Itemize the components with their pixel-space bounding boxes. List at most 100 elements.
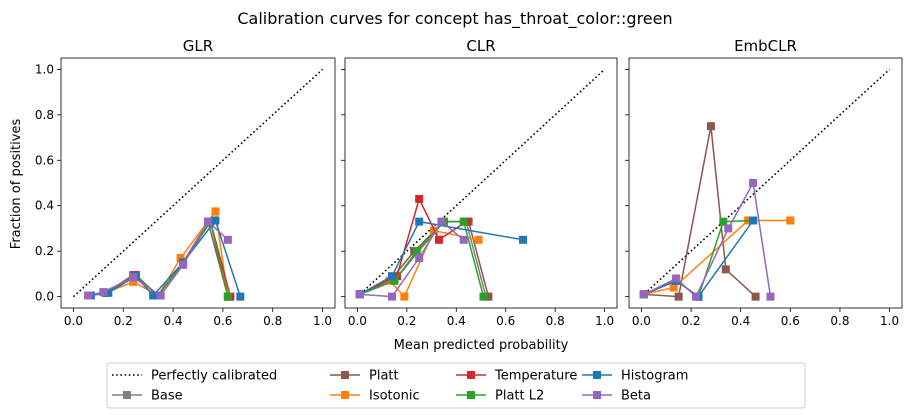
x-tick-label: 0.6 — [213, 314, 232, 328]
data-point — [437, 217, 446, 226]
data-point — [415, 217, 424, 226]
x-tick-label: 0.2 — [114, 314, 133, 328]
y-tick-label: 1.0 — [35, 62, 54, 76]
x-axis-label: Mean predicted probability — [394, 338, 569, 353]
legend-marker — [123, 391, 131, 399]
data-point — [669, 283, 678, 292]
data-point — [129, 277, 138, 286]
legend-item: Histogram — [582, 369, 688, 384]
legend-item: Perfectly calibrated — [112, 369, 277, 384]
data-point — [129, 273, 138, 282]
data-point — [459, 235, 468, 244]
legend-label: Platt L2 — [495, 389, 544, 404]
data-point — [719, 217, 728, 226]
data-point — [415, 194, 424, 203]
series-line — [88, 219, 229, 297]
data-point — [149, 291, 158, 300]
series-line — [359, 220, 485, 297]
data-point — [179, 260, 188, 269]
data-point — [355, 290, 364, 299]
perfectly-calibrated-line — [356, 68, 606, 298]
data-point — [236, 292, 245, 301]
y-tick-label: 0.4 — [35, 199, 54, 213]
series-line — [88, 219, 232, 297]
data-point — [672, 274, 681, 283]
x-tick-label: 0.0 — [348, 314, 367, 328]
data-point — [211, 207, 220, 216]
legend-label: Histogram — [621, 369, 688, 384]
legend-item: Isotonic — [330, 389, 420, 404]
legend-box — [106, 362, 806, 409]
y-tick-label: 0.0 — [35, 290, 54, 304]
legend-label: Beta — [621, 389, 651, 404]
data-point — [674, 292, 683, 301]
data-point — [104, 288, 113, 297]
series-line — [359, 220, 524, 296]
data-point — [84, 291, 93, 300]
panel-title: GLR — [183, 37, 213, 55]
legend-label: Platt — [369, 369, 399, 384]
x-tick-label: 0.8 — [263, 314, 282, 328]
series-line — [643, 180, 772, 298]
x-tick-label: 1.0 — [595, 314, 614, 328]
legend-item: Beta — [582, 389, 651, 404]
data-point — [211, 216, 220, 225]
legend: Perfectly calibrated Base Platt Isotonic Tem… — [106, 362, 806, 409]
y-tick-label: 0.8 — [35, 108, 54, 122]
legend-item: Platt L2 — [456, 389, 544, 404]
data-point — [692, 292, 701, 301]
legend-marker — [467, 391, 475, 399]
data-point — [415, 254, 424, 262]
legend-label: Base — [151, 389, 183, 404]
panel-embclr: EmbCLR 0.0 0.2 0.4 0.6 0.8 1.0 — [625, 37, 903, 328]
data-point — [519, 235, 528, 244]
x-tick-label: 0.2 — [681, 314, 700, 328]
data-point — [156, 291, 165, 300]
data-point — [385, 276, 394, 285]
axes-frame — [60, 57, 336, 309]
axes-frame — [628, 57, 903, 309]
series-line — [643, 219, 754, 298]
series-line — [88, 219, 229, 297]
x-tick-label: 0.6 — [781, 314, 800, 328]
data-point — [786, 216, 795, 225]
x-tick-label: 0.8 — [830, 314, 849, 328]
legend-marker — [467, 371, 475, 379]
series-beta — [639, 179, 775, 301]
series-line — [88, 219, 229, 297]
data-point — [721, 265, 730, 274]
panel-glr: GLR 0.0 0.2 0.4 0.6 0.8 1.0 0.0 0.2 0.4 0.6 0.8 1.0 — [35, 37, 336, 328]
data-point — [749, 179, 758, 187]
x-tick-label: 0.2 — [397, 314, 416, 328]
legend-marker — [341, 391, 349, 399]
legend-item: Temperature — [456, 369, 577, 384]
panel-title: EmbCLR — [734, 37, 797, 55]
data-point — [223, 292, 232, 301]
series-line — [643, 219, 791, 296]
data-point — [412, 247, 421, 256]
legend-marker — [593, 371, 601, 379]
y-tick-label: 0.2 — [35, 244, 54, 258]
data-point — [474, 235, 483, 244]
x-tick-label: 0.0 — [64, 314, 83, 328]
series-platt — [639, 122, 760, 301]
legend-label: Temperature — [494, 369, 577, 384]
legend-item: Base — [112, 389, 183, 404]
series-temperature — [355, 194, 471, 299]
data-point — [434, 235, 443, 244]
x-tick-label: 0.4 — [447, 314, 466, 328]
legend-marker — [593, 391, 601, 399]
series-line — [643, 220, 754, 298]
legend-item: Platt — [330, 369, 399, 384]
legend-label: Perfectly calibrated — [151, 369, 277, 384]
data-point — [99, 288, 108, 297]
x-tick-label: 0.8 — [546, 314, 565, 328]
legend-label: Isotonic — [369, 389, 420, 404]
data-point — [387, 292, 396, 301]
perfectly-calibrated-line — [640, 68, 891, 298]
series-line — [643, 126, 757, 298]
data-point — [203, 217, 212, 226]
x-tick-label: 0.6 — [496, 314, 515, 328]
data-point — [724, 224, 733, 233]
